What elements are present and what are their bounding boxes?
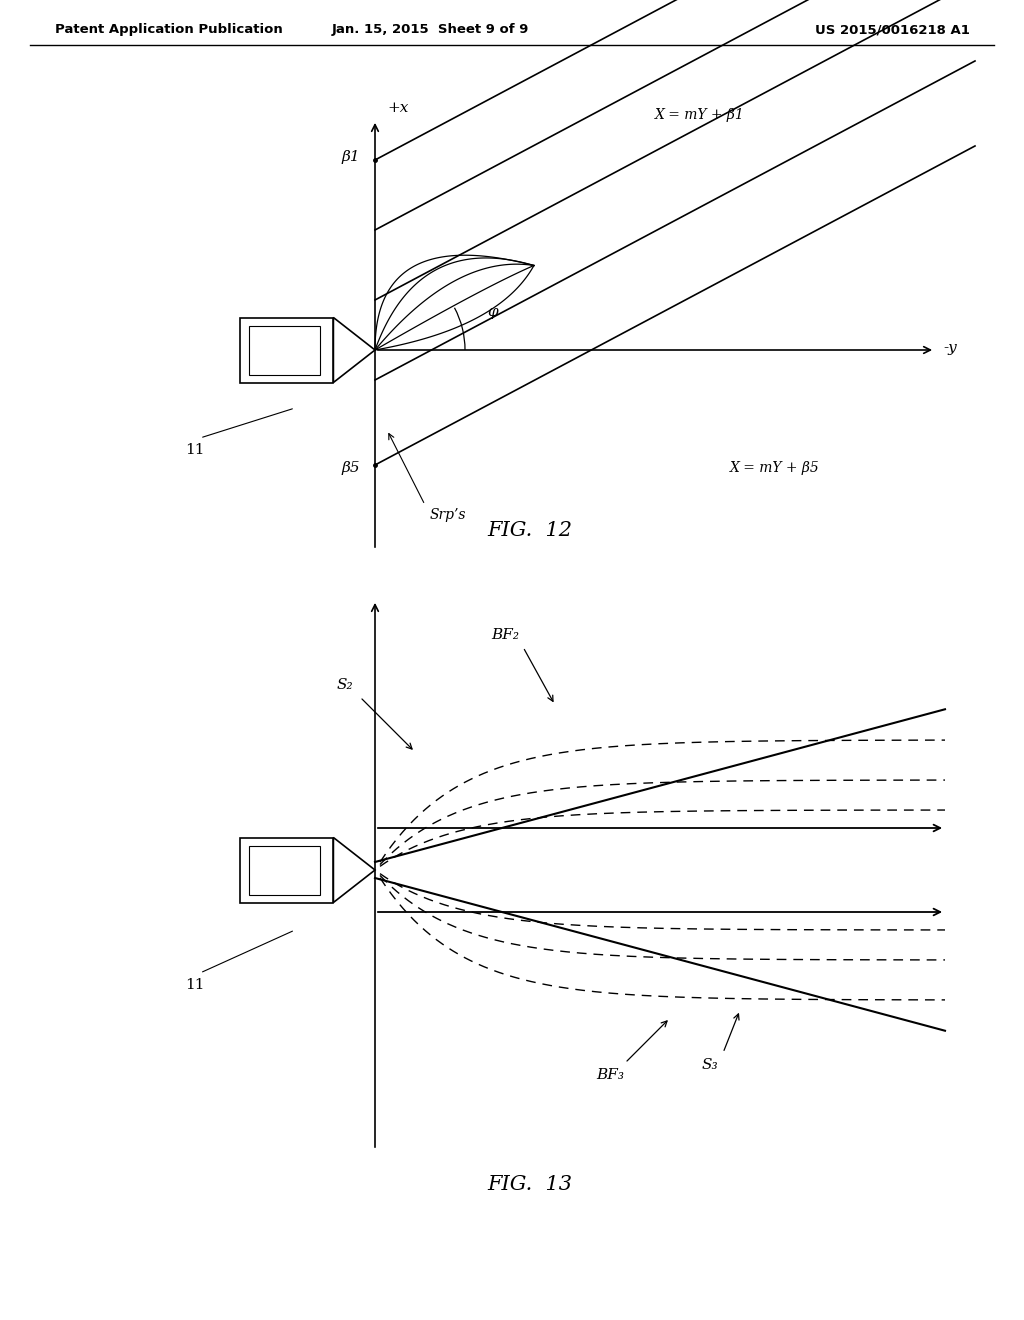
Text: 11: 11 bbox=[185, 978, 205, 993]
FancyBboxPatch shape bbox=[240, 837, 334, 903]
Text: +x: +x bbox=[387, 102, 409, 115]
Text: S₃: S₃ bbox=[701, 1059, 718, 1072]
Text: β1: β1 bbox=[341, 150, 360, 164]
Text: -y: -y bbox=[943, 341, 956, 355]
Text: φ: φ bbox=[487, 305, 499, 319]
Text: S₂: S₂ bbox=[337, 678, 353, 692]
Text: FIG.  12: FIG. 12 bbox=[487, 520, 572, 540]
Text: X = mY + β1: X = mY + β1 bbox=[655, 108, 744, 121]
Polygon shape bbox=[334, 837, 375, 903]
Text: FIG.  13: FIG. 13 bbox=[487, 1176, 572, 1195]
Text: β5: β5 bbox=[341, 461, 360, 475]
FancyBboxPatch shape bbox=[249, 846, 321, 895]
Text: Patent Application Publication: Patent Application Publication bbox=[55, 24, 283, 37]
FancyBboxPatch shape bbox=[240, 318, 334, 383]
Text: Srp’s: Srp’s bbox=[430, 508, 467, 521]
Text: US 2015/0016218 A1: US 2015/0016218 A1 bbox=[815, 24, 970, 37]
Text: BF₂: BF₂ bbox=[490, 628, 519, 642]
Text: Jan. 15, 2015  Sheet 9 of 9: Jan. 15, 2015 Sheet 9 of 9 bbox=[332, 24, 528, 37]
FancyBboxPatch shape bbox=[249, 326, 321, 375]
Polygon shape bbox=[334, 318, 375, 383]
Text: X = mY + β5: X = mY + β5 bbox=[730, 461, 820, 475]
Text: 11: 11 bbox=[185, 444, 205, 457]
Text: BF₃: BF₃ bbox=[596, 1068, 624, 1082]
